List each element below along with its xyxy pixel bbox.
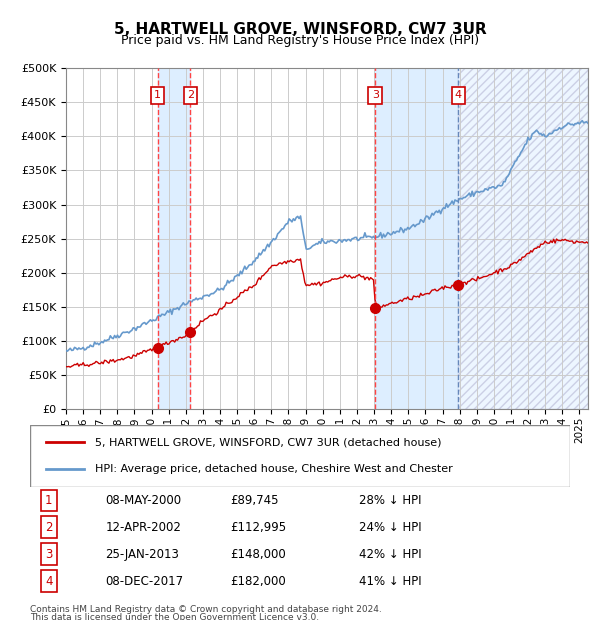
Text: 2: 2 — [187, 91, 194, 100]
Text: £89,745: £89,745 — [230, 494, 278, 507]
Text: Price paid vs. HM Land Registry's House Price Index (HPI): Price paid vs. HM Land Registry's House … — [121, 34, 479, 47]
Text: 42% ↓ HPI: 42% ↓ HPI — [359, 547, 422, 560]
FancyBboxPatch shape — [30, 425, 570, 487]
Bar — [458, 68, 588, 409]
Text: £112,995: £112,995 — [230, 521, 286, 534]
Text: 1: 1 — [154, 91, 161, 100]
Text: 28% ↓ HPI: 28% ↓ HPI — [359, 494, 422, 507]
Text: 25-JAN-2013: 25-JAN-2013 — [106, 547, 179, 560]
Text: This data is licensed under the Open Government Licence v3.0.: This data is licensed under the Open Gov… — [30, 613, 319, 620]
Text: 3: 3 — [372, 91, 379, 100]
Text: 4: 4 — [455, 91, 462, 100]
Text: 5, HARTWELL GROVE, WINSFORD, CW7 3UR (detached house): 5, HARTWELL GROVE, WINSFORD, CW7 3UR (de… — [95, 437, 442, 447]
Text: £182,000: £182,000 — [230, 575, 286, 588]
Text: 24% ↓ HPI: 24% ↓ HPI — [359, 521, 422, 534]
Text: HPI: Average price, detached house, Cheshire West and Chester: HPI: Average price, detached house, Ches… — [95, 464, 452, 474]
Text: 41% ↓ HPI: 41% ↓ HPI — [359, 575, 422, 588]
Text: 08-MAY-2000: 08-MAY-2000 — [106, 494, 182, 507]
Text: 2: 2 — [45, 521, 53, 534]
Text: 3: 3 — [45, 547, 53, 560]
Text: Contains HM Land Registry data © Crown copyright and database right 2024.: Contains HM Land Registry data © Crown c… — [30, 604, 382, 614]
Text: 4: 4 — [45, 575, 53, 588]
Text: £148,000: £148,000 — [230, 547, 286, 560]
Text: 08-DEC-2017: 08-DEC-2017 — [106, 575, 184, 588]
Text: 12-APR-2002: 12-APR-2002 — [106, 521, 181, 534]
Bar — [375, 68, 458, 409]
Bar — [158, 68, 190, 409]
Text: 1: 1 — [45, 494, 53, 507]
Text: 5, HARTWELL GROVE, WINSFORD, CW7 3UR: 5, HARTWELL GROVE, WINSFORD, CW7 3UR — [113, 22, 487, 37]
